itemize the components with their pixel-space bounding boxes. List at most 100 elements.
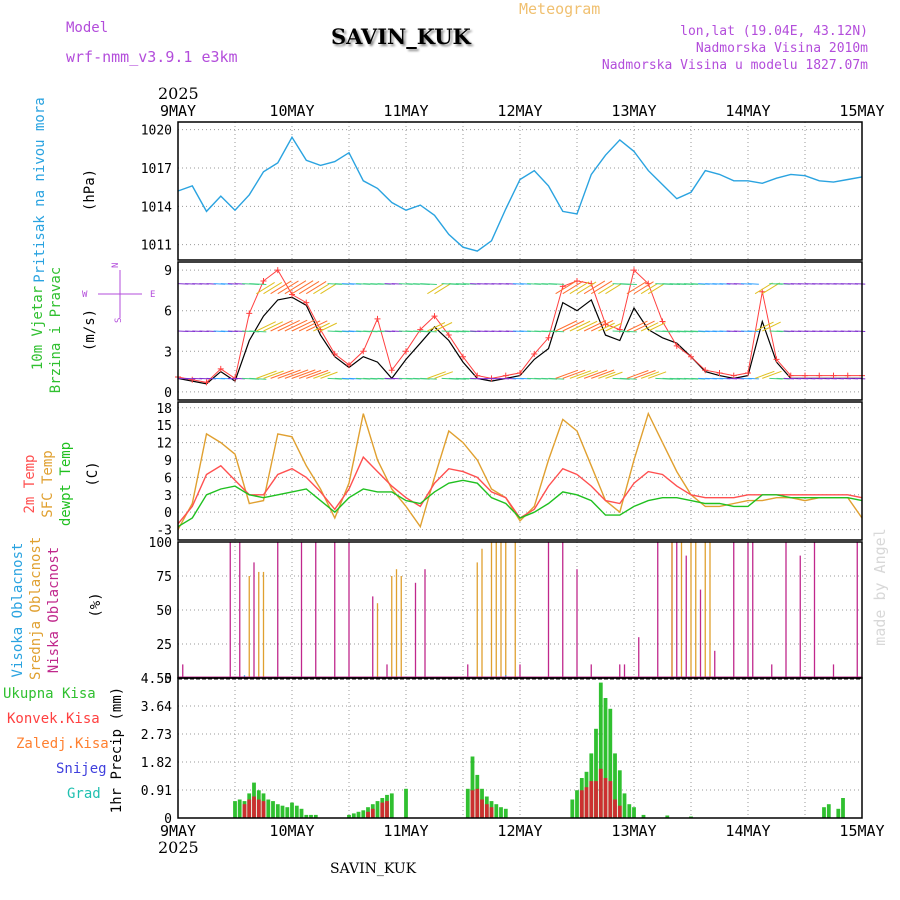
year-bottom: 2025 [158,838,199,857]
time-label-top: 9MAY [160,102,196,120]
footer-station: SAVIN_KUK [330,861,417,877]
wind-gust-marker [431,313,438,320]
time-label-bottom: 14MAY [725,822,770,840]
wind-barb [569,281,590,295]
precip-bar [494,804,499,818]
wind-barb [420,283,437,285]
wind-gust-marker [445,332,452,339]
precip-bar [470,790,475,818]
wind-barb [583,369,608,379]
time-label-top: 12MAY [497,102,542,120]
wind-barb [298,320,321,332]
precip-bar [280,805,285,818]
y-tick-label: 1014 [141,200,172,215]
panel-frame [177,121,863,261]
precip-bar [271,801,275,818]
y-tick-label: -3 [156,524,172,539]
wind-gust-marker [517,369,523,376]
wind-gust-marker [659,318,666,325]
compass-w: W [82,290,88,300]
y-tick-label: 75 [156,570,172,585]
y-tick-label: 25 [156,638,172,653]
wind-barb [249,283,267,286]
wind-gust-marker [388,367,395,374]
wind-compass-icon: N S W E [82,263,155,323]
precip-bar [503,808,508,818]
precip-bar [570,799,575,818]
wind-barb [605,283,622,295]
time-label-top: 11MAY [383,102,428,120]
wind-barb [548,330,565,333]
precip-bar [256,799,261,818]
precip-bar [275,804,280,818]
wind-barb [605,322,622,332]
precip-bar [247,799,252,818]
wind-barb [434,371,454,379]
wind-barb [263,282,283,295]
time-label-top: 15MAY [839,102,884,120]
wind-gust-marker [274,267,281,274]
wind-barb [569,320,591,332]
wind-barb [562,369,586,379]
y-tick-label: 18 [156,402,172,417]
precip-bar [665,815,670,818]
y-tick-label: 12 [156,437,172,452]
wind-barb [277,280,299,295]
wind-barb [619,377,637,380]
wind-barb [633,320,655,332]
panel-frame [177,261,863,401]
compass-n: N [111,263,121,268]
wind-barb [313,322,330,332]
precip-bar [375,801,380,818]
wind-barb [270,319,293,332]
precip-bar [252,796,256,818]
wind-gust-marker [203,379,210,386]
wind-gust-marker [830,372,837,379]
wind-barb [284,369,309,379]
time-label-bottom: 11MAY [383,822,428,840]
wind-barb [256,370,277,379]
precip-bar [632,807,636,818]
precip-bar [489,807,494,818]
wind-barb [648,371,667,379]
precip-bar [404,788,408,818]
y-tick-label: 0.91 [141,784,172,799]
wind-gust-marker [730,372,737,379]
wind-gust-marker [246,310,253,317]
wind-barb [854,283,866,285]
precip-conv-label: Konvek.Kisa [7,711,100,727]
precip-bar [622,793,627,818]
wind-barb [626,281,647,295]
wind-barb [256,282,275,295]
wind-barb [747,283,759,285]
wind-gust-marker [189,376,196,383]
precip-bar [836,808,841,818]
precip-bar [237,799,242,818]
precip-bar [594,728,598,818]
wind-barb [320,283,337,295]
precip-bar [617,805,622,818]
wind-barb [305,281,327,295]
wind-barb [747,377,759,380]
wind-barb [548,283,565,285]
wind-gust-marker [673,342,680,349]
precip-bar [309,814,313,818]
precip-bar [313,814,318,818]
precip-bar [299,808,304,818]
wind-barb [583,280,606,295]
wind-barb [762,321,781,332]
wind-barb [648,322,666,332]
precip-bar [480,799,484,818]
wind-gust-marker [289,291,295,298]
wind-barb [598,371,616,379]
precip-bar [304,814,309,818]
y-tick-label: 15 [156,419,172,434]
wind-barb [591,369,615,379]
wind-barb [576,281,597,295]
precip-bar [841,798,845,818]
wind-gust-marker [531,351,538,357]
wind-gust-marker [745,369,751,376]
precip-frozen-label: Zaledj.Kisa [16,736,109,752]
y-tick-label: 1017 [141,162,172,177]
series-line [177,135,863,252]
